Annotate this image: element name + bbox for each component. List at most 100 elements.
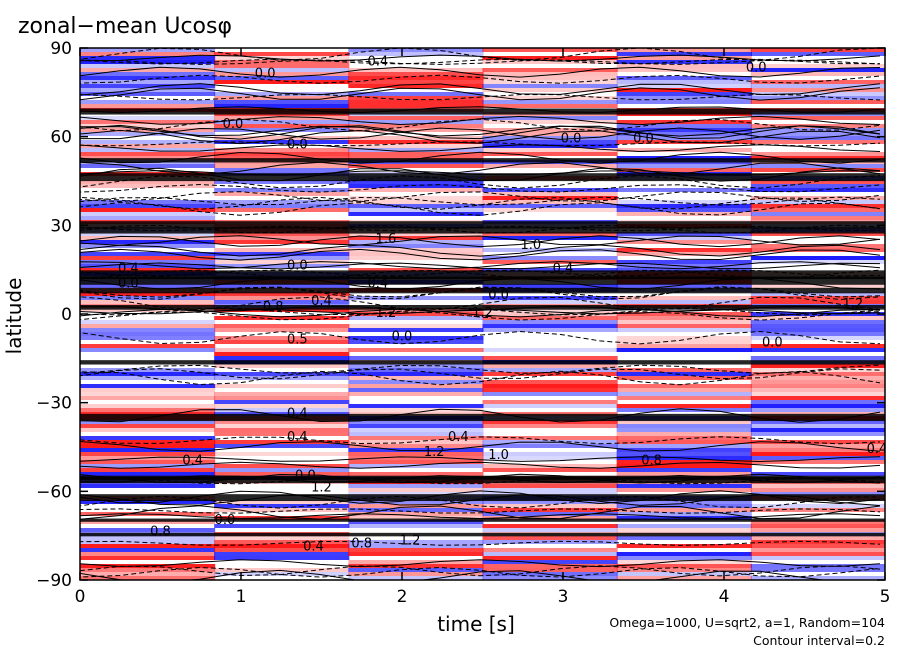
color-band <box>750 576 885 580</box>
contour-label: 1.6 <box>376 232 397 247</box>
color-band <box>616 92 752 96</box>
color-band <box>750 332 885 336</box>
color-band <box>750 88 885 92</box>
color-band <box>616 204 752 208</box>
color-band <box>616 524 752 528</box>
color-band <box>482 128 618 132</box>
color-band <box>80 252 216 256</box>
color-band <box>616 348 752 352</box>
contour-label: 1.2 <box>311 480 332 495</box>
color-band <box>348 488 484 492</box>
color-band <box>348 516 484 520</box>
negative-contour-line <box>80 286 881 301</box>
color-band <box>348 492 484 496</box>
color-band <box>482 284 618 288</box>
color-band <box>750 384 885 388</box>
color-band <box>348 444 484 448</box>
color-band <box>482 48 618 52</box>
color-band <box>348 356 484 360</box>
color-band <box>80 88 216 92</box>
color-band <box>80 184 216 188</box>
color-band <box>80 408 216 412</box>
color-band <box>616 572 752 576</box>
dark-contour-band <box>80 270 885 280</box>
contour-label: 1.2 <box>842 297 863 312</box>
color-band <box>750 544 885 548</box>
color-band <box>348 452 484 456</box>
negative-contour-line <box>80 74 881 84</box>
color-band <box>214 260 350 264</box>
color-band <box>750 156 885 160</box>
color-band <box>348 420 484 424</box>
positive-contour-line <box>80 505 881 520</box>
color-band <box>616 48 752 52</box>
color-band <box>750 52 885 56</box>
color-band <box>348 144 484 148</box>
color-band <box>482 60 618 64</box>
color-band <box>482 200 618 204</box>
color-band <box>750 456 885 460</box>
color-band <box>80 200 216 204</box>
color-band <box>750 200 885 204</box>
color-band <box>482 392 618 396</box>
color-band <box>482 328 618 332</box>
color-band <box>482 576 618 580</box>
color-band <box>348 296 484 300</box>
positive-contour-line <box>80 408 881 423</box>
color-band <box>482 164 618 168</box>
color-band <box>348 336 484 340</box>
color-band <box>482 248 618 252</box>
color-band <box>80 444 216 448</box>
y-axis-ticks: 90 60 30 0 −30 −60 −90 <box>36 39 885 591</box>
color-band <box>616 560 752 564</box>
negative-contour-line <box>80 196 881 210</box>
color-band <box>348 508 484 512</box>
color-band <box>482 536 618 540</box>
color-band <box>750 216 885 220</box>
negative-contour-line <box>80 311 881 321</box>
color-band <box>348 564 484 568</box>
color-band <box>348 212 484 216</box>
color-band <box>80 256 216 260</box>
color-band <box>214 336 350 340</box>
color-band <box>482 268 618 272</box>
color-band <box>750 440 885 444</box>
color-band <box>214 500 350 504</box>
negative-contour-line <box>80 368 881 380</box>
negative-contour-line <box>80 330 881 345</box>
color-band <box>750 80 885 84</box>
color-band <box>80 140 216 144</box>
color-band <box>616 52 752 56</box>
color-band <box>616 240 752 244</box>
contour-label: 0.4 <box>182 454 203 469</box>
color-band <box>750 208 885 212</box>
dark-contour-band <box>80 287 885 294</box>
color-band <box>348 236 484 240</box>
color-band <box>750 180 885 184</box>
color-band <box>348 560 484 564</box>
color-band <box>214 544 350 548</box>
color-band <box>750 424 885 428</box>
color-band <box>80 404 216 408</box>
color-band <box>482 308 618 312</box>
color-band <box>348 520 484 524</box>
color-band <box>750 300 885 304</box>
color-band <box>80 52 216 56</box>
color-band <box>214 208 350 212</box>
color-band <box>348 448 484 452</box>
color-band <box>482 548 618 552</box>
color-bands <box>80 48 885 580</box>
color-band <box>482 100 618 104</box>
color-band <box>750 296 885 300</box>
color-band <box>80 440 216 444</box>
color-band <box>80 208 216 212</box>
color-band <box>482 296 618 300</box>
color-band <box>348 436 484 440</box>
negative-contour-line <box>80 191 881 203</box>
negative-contour-line <box>80 202 881 216</box>
color-band <box>80 284 216 288</box>
color-band <box>80 420 216 424</box>
contour-label: 0.4 <box>311 294 332 309</box>
contour-label: 0.0 <box>223 117 244 132</box>
contour-label: 0.0 <box>488 288 509 303</box>
